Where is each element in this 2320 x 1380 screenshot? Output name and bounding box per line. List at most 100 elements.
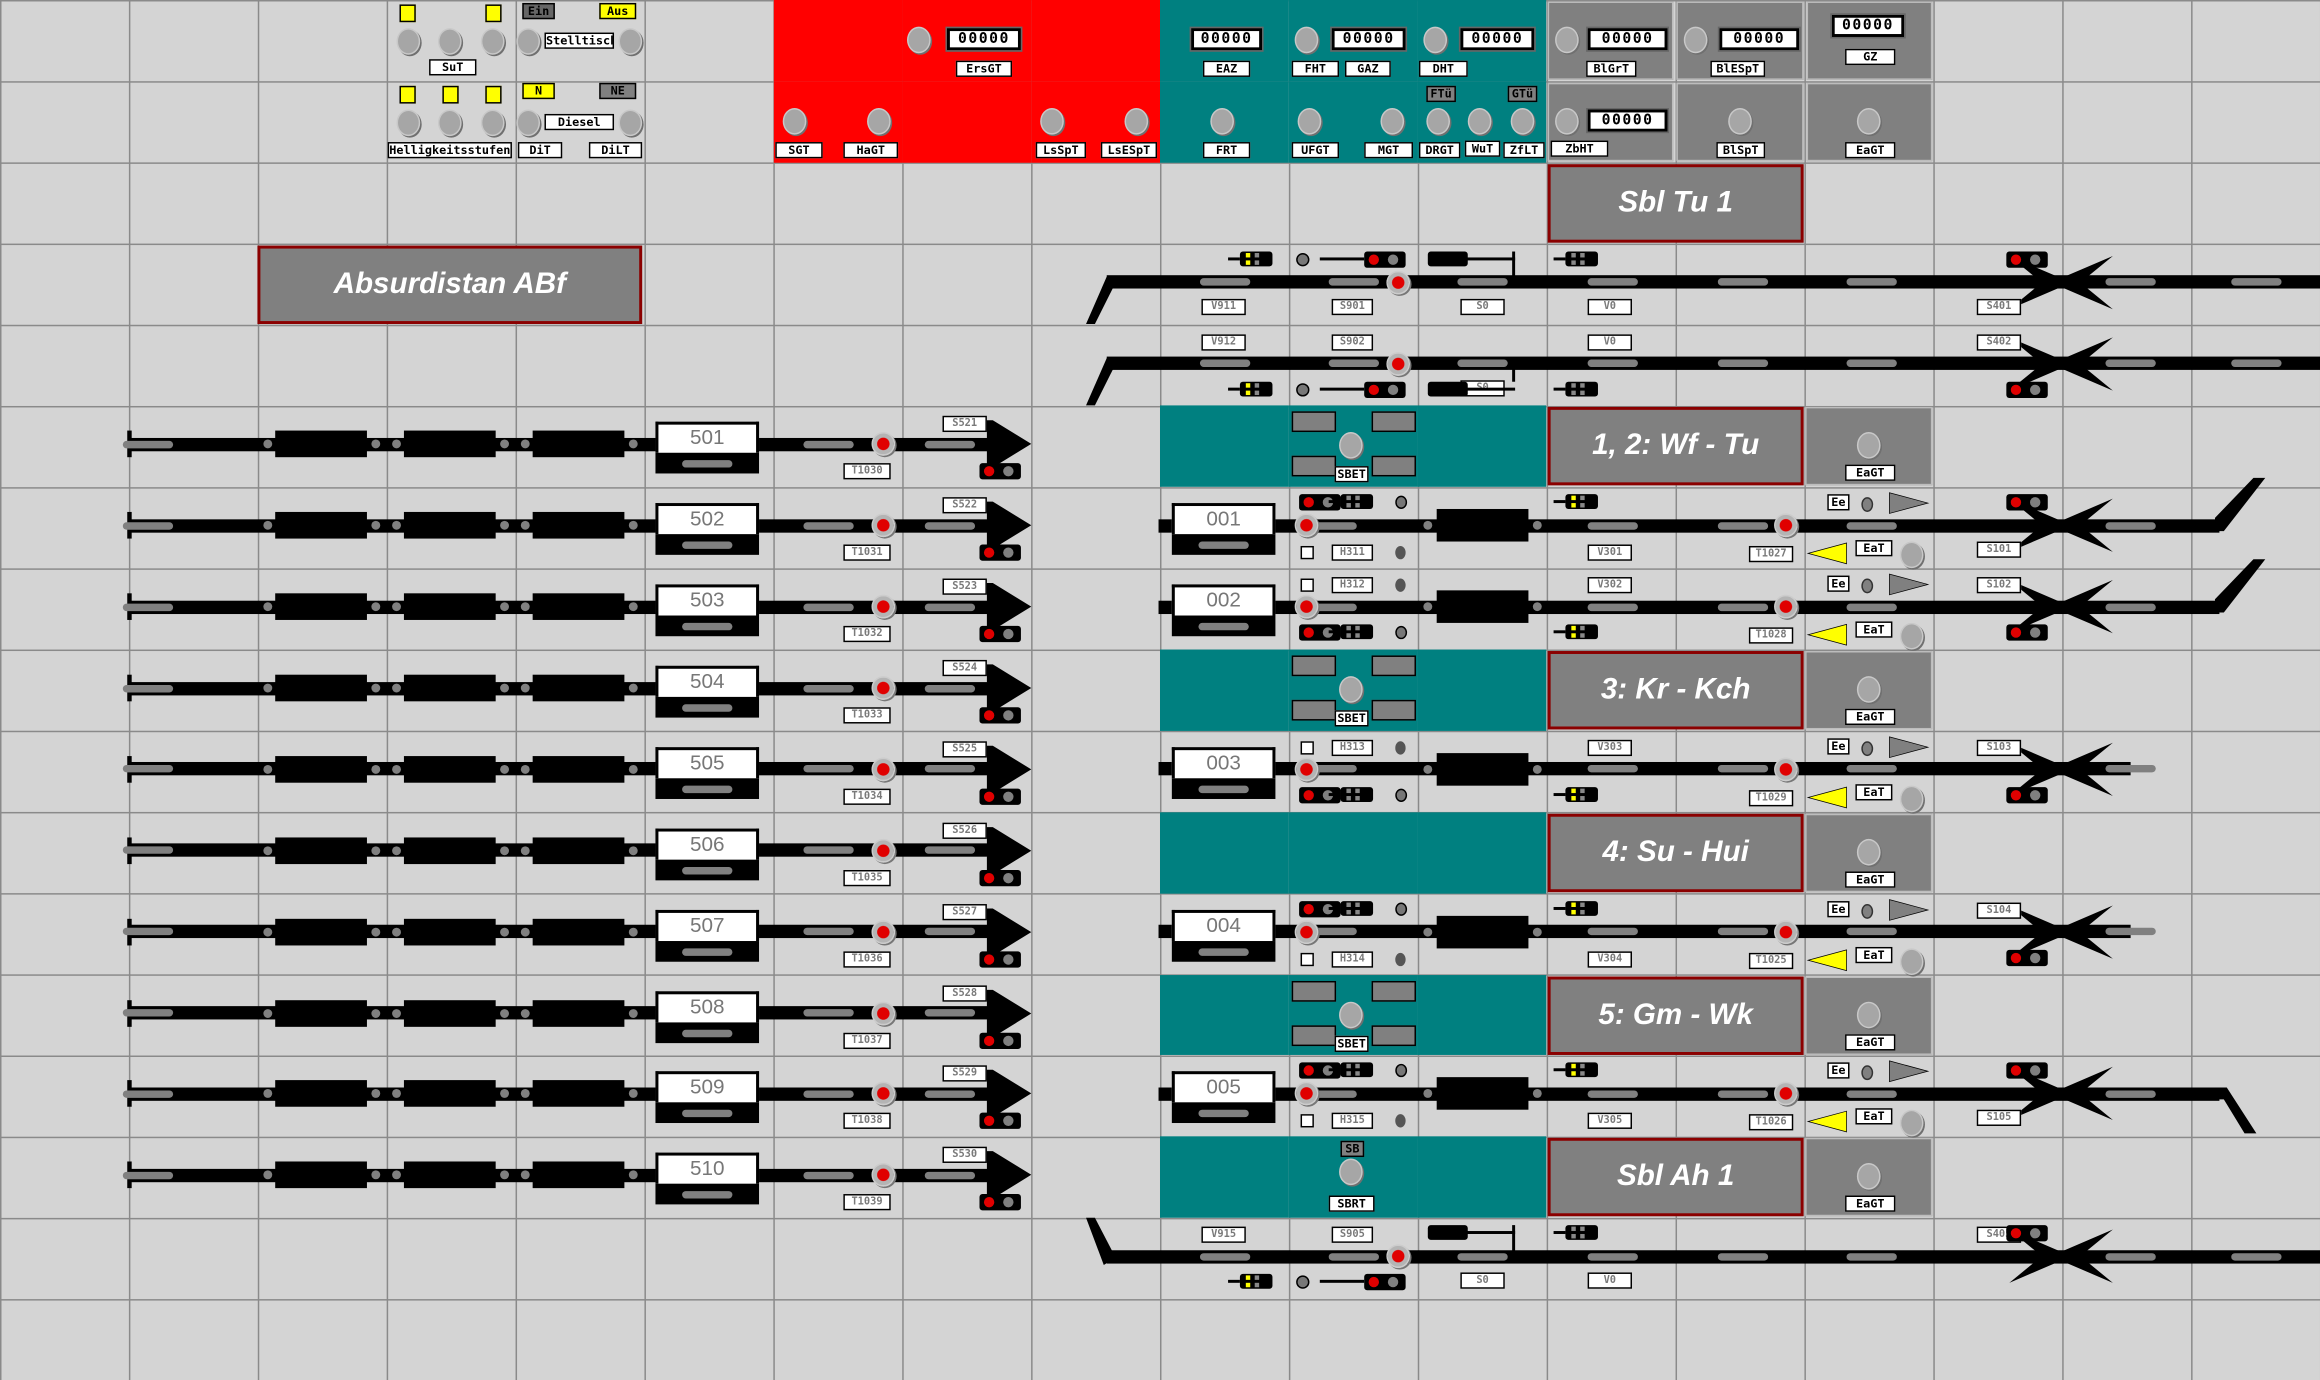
gray-lamp	[1387, 383, 1399, 395]
exit-signal-button[interactable]	[871, 1163, 896, 1188]
checkbox[interactable]	[1300, 546, 1314, 560]
entry-signal-button[interactable]	[1294, 919, 1319, 944]
exit-signal-button[interactable]	[871, 1001, 896, 1025]
entry-signal-button[interactable]	[1294, 513, 1319, 538]
signal-dot	[1254, 1275, 1260, 1281]
eat-button[interactable]	[1899, 947, 1924, 975]
zbht-counter: 00000	[1586, 108, 1669, 134]
signal-button[interactable]	[1386, 1244, 1411, 1269]
eat-button[interactable]	[1899, 785, 1924, 813]
brightness-button[interactable]	[480, 109, 505, 137]
sut-button[interactable]	[480, 28, 505, 55]
eagt-button[interactable]	[1856, 838, 1881, 866]
exit-signal-button[interactable]	[1774, 595, 1798, 619]
exit-signal-button[interactable]	[1774, 1082, 1798, 1106]
sgt-button[interactable]	[782, 108, 807, 135]
hagt-button[interactable]	[867, 108, 891, 135]
ersgt-button[interactable]	[906, 26, 931, 54]
lsspt-button[interactable]	[1040, 108, 1064, 135]
joint	[371, 1170, 381, 1180]
track-segment	[1587, 359, 1638, 367]
track-number-segment	[682, 1191, 733, 1199]
exit-signal-button[interactable]	[871, 595, 896, 619]
eagt-button[interactable]	[1856, 1001, 1881, 1028]
signal-dot	[1346, 626, 1351, 631]
checkbox[interactable]	[1300, 578, 1314, 593]
sut-button[interactable]	[396, 28, 421, 55]
blgrt-button[interactable]	[1555, 26, 1579, 54]
eat-button[interactable]	[1899, 623, 1924, 650]
line-s-label: S902	[1331, 333, 1374, 350]
joint	[263, 440, 273, 449]
signal-dot	[1355, 626, 1360, 631]
entry-signal-button[interactable]	[1294, 757, 1319, 782]
red-lamp	[983, 953, 995, 965]
brightness-button[interactable]	[437, 109, 462, 137]
gray-lamp	[1322, 1065, 1334, 1077]
sbet-button[interactable]	[1339, 676, 1363, 703]
blspt-button[interactable]	[1728, 108, 1752, 135]
dilt-button[interactable]	[618, 109, 643, 137]
eagt-button[interactable]	[1856, 108, 1881, 135]
stelltisch-right-button[interactable]	[618, 28, 643, 55]
signal-button[interactable]	[1386, 270, 1411, 294]
eagt-button[interactable]	[1856, 676, 1881, 703]
sbet-button[interactable]	[1339, 432, 1363, 460]
drgt-button[interactable]	[1426, 108, 1451, 135]
exit-signal-button[interactable]	[1774, 757, 1798, 782]
sbrt-button[interactable]	[1339, 1158, 1363, 1186]
dit-button[interactable]	[516, 109, 541, 137]
dht-button[interactable]	[1423, 26, 1448, 54]
joint	[392, 521, 402, 531]
sbet-button[interactable]	[1339, 1001, 1363, 1028]
blespt-button[interactable]	[1683, 26, 1708, 54]
exit-signal-button[interactable]	[871, 432, 896, 457]
fht-button[interactable]	[1294, 26, 1319, 54]
track-segment	[122, 846, 174, 855]
eat-button[interactable]	[1899, 541, 1924, 569]
sut-button[interactable]	[437, 28, 462, 55]
zflt-button[interactable]	[1510, 108, 1535, 135]
ufgt-button[interactable]	[1297, 108, 1322, 135]
joint	[521, 683, 531, 693]
exit-signal-button[interactable]	[871, 757, 896, 782]
block-indicator	[1371, 980, 1416, 1002]
crossover	[2009, 1067, 2113, 1121]
signal-button[interactable]	[1386, 351, 1411, 376]
joint	[1532, 1089, 1542, 1099]
exit-signal-button[interactable]	[1774, 919, 1798, 944]
exit-signal-button[interactable]	[871, 1082, 896, 1106]
brightness-button[interactable]	[396, 109, 421, 137]
red-lamp	[1368, 253, 1379, 265]
checkbox[interactable]	[1300, 741, 1314, 755]
joint	[371, 521, 381, 531]
mgt-button[interactable]	[1380, 108, 1405, 135]
wut-button[interactable]	[1467, 108, 1492, 135]
eagt-button[interactable]	[1856, 1163, 1881, 1191]
exit-signal-button[interactable]	[871, 919, 896, 944]
checkbox[interactable]	[1300, 952, 1314, 966]
red-lamp	[1303, 627, 1314, 638]
track-end-arrow	[986, 907, 1032, 956]
track-s-label: S523	[942, 578, 987, 596]
eat-button[interactable]	[1899, 1110, 1924, 1137]
entry-signal-button[interactable]	[1294, 1082, 1319, 1106]
gray-lamp	[1003, 1116, 1014, 1127]
track-number: 505	[655, 747, 760, 779]
checkbox[interactable]	[1300, 1114, 1314, 1129]
zbht-button[interactable]	[1555, 108, 1579, 135]
distant-mast	[1464, 256, 1516, 260]
frt-button[interactable]	[1210, 108, 1234, 135]
track-segment	[1199, 1252, 1251, 1261]
stelltisch-left-button[interactable]	[516, 28, 541, 55]
exit-signal-button[interactable]	[871, 513, 896, 538]
entry-signal-button[interactable]	[1294, 595, 1319, 619]
eagt-button[interactable]	[1856, 432, 1881, 460]
track-segment	[1846, 278, 1897, 286]
lsespt-button[interactable]	[1124, 108, 1149, 135]
exit-signal-button[interactable]	[871, 676, 896, 700]
red-lamp	[983, 1197, 995, 1208]
exit-signal-button[interactable]	[871, 838, 896, 863]
exit-signal-button[interactable]	[1774, 513, 1798, 538]
signal-foot	[1395, 496, 1408, 510]
